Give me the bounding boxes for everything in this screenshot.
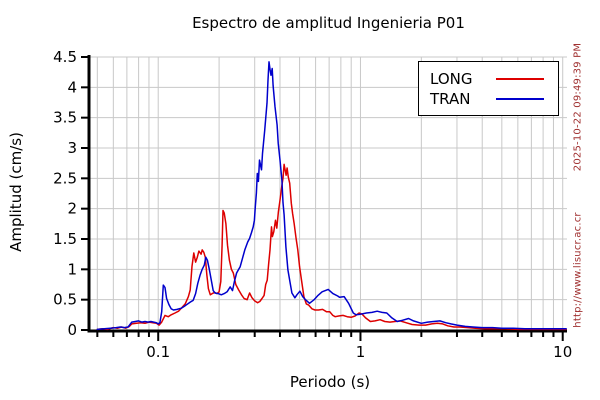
y-tick-label: 3.5: [53, 109, 77, 127]
legend-label-long: LONG: [430, 70, 473, 88]
legend-line-sample-tran-icon: [496, 98, 544, 100]
legend-label-tran: TRAN: [430, 90, 471, 108]
legend-line-sample-long-icon: [496, 78, 544, 80]
y-tick-label: 0.5: [53, 291, 77, 309]
y-tick-label: 4: [67, 78, 77, 96]
legend-entry-tran: TRAN: [419, 89, 558, 109]
y-tick-label: 3: [67, 139, 77, 157]
series-line-long: [96, 163, 567, 331]
legend-box: LONG TRAN: [418, 61, 559, 116]
y-tick-label: 0: [67, 321, 77, 339]
chart-title: Espectro de amplitud Ingenieria P01: [192, 14, 465, 32]
y-tick-label: 1.5: [53, 230, 77, 248]
y-tick-label: 2: [67, 200, 77, 218]
x-tick-label: 10: [553, 343, 572, 361]
legend-entry-long: LONG: [419, 69, 558, 89]
y-tick-label: 4.5: [53, 48, 77, 66]
x-tick-label: 0.1: [146, 343, 170, 361]
y-tick-label: 2.5: [53, 169, 77, 187]
series-line-tran: [96, 61, 567, 331]
y-axis-title: Amplitud (cm/s): [7, 132, 25, 252]
url-watermark: http://www.lisucr.ac.cr: [572, 212, 584, 328]
timestamp-watermark: 2025-10-22 09:49:39 PM: [572, 42, 584, 172]
x-axis-title: Periodo (s): [289, 373, 371, 391]
x-tick-label: 1: [356, 343, 366, 361]
y-tick-label: 1: [67, 260, 77, 278]
